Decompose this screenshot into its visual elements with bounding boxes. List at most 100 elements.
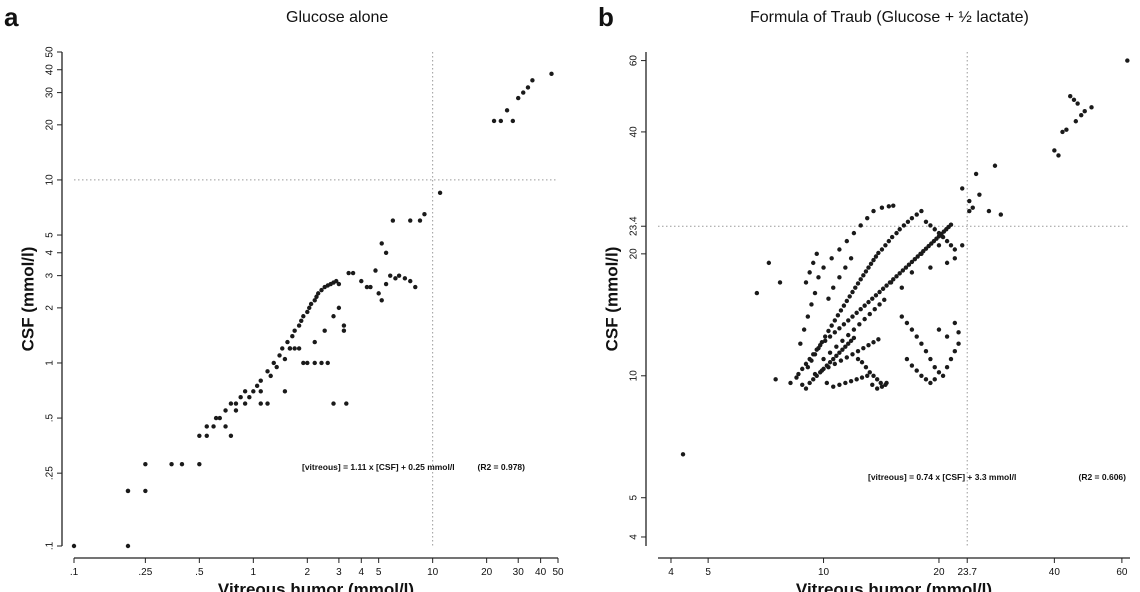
- panel-a-data-point: [408, 278, 413, 284]
- panel-a-data-point: [383, 250, 389, 255]
- panel-b-data-point: [1089, 105, 1094, 110]
- panel-b-data-point: [936, 243, 942, 248]
- panel-a-data-point: [314, 294, 319, 299]
- panel-b-data-point: [811, 352, 816, 357]
- panel-a-y-tick-label: .1: [45, 541, 56, 550]
- panel-b-data-point: [887, 280, 893, 285]
- panel-b-data-point: [1056, 153, 1061, 158]
- panel-b-data-point: [831, 384, 836, 389]
- panel-a-data-point: [223, 424, 228, 429]
- panel-b-data-point: [944, 334, 950, 339]
- panel-b-data-point: [766, 260, 772, 266]
- panel-b-data-point: [866, 265, 871, 270]
- panel-b-data-point: [844, 238, 850, 244]
- panel-b-data-point: [773, 377, 778, 382]
- panel-b-data-point: [1075, 101, 1080, 106]
- panel-b-data-point: [843, 380, 848, 386]
- panel-a-data-point: [319, 360, 324, 366]
- panel-b-data-point: [876, 250, 881, 256]
- panel-b-data-point: [848, 338, 854, 344]
- panel-a-data-point: [282, 389, 288, 394]
- panel-b-data-point: [838, 308, 844, 313]
- panel-b-data-point: [884, 283, 889, 288]
- panel-b-data-point: [850, 352, 855, 357]
- panel-b-data-point: [894, 230, 899, 236]
- panel-a-data-point: [388, 273, 393, 278]
- panel-b-y-axis-title: CSF (mmol/l): [603, 247, 622, 352]
- panel-b-data-point: [906, 262, 912, 267]
- panel-b-data-point: [807, 380, 812, 386]
- panel-b-data-point: [861, 345, 866, 351]
- panel-b-data-point: [855, 348, 861, 354]
- panel-b-data-point: [876, 337, 881, 342]
- panel-a-data-point: [396, 273, 402, 278]
- panel-a-data-point: [344, 401, 349, 406]
- panel-b-data-point: [886, 238, 892, 244]
- panel-a-data-point: [271, 360, 276, 366]
- panel-a-data-point: [268, 373, 273, 379]
- panel-b-data-point: [865, 215, 870, 221]
- panel-b-data-point: [1071, 97, 1077, 103]
- panel-a-data-point: [510, 118, 516, 124]
- panel-b-data-point: [841, 322, 847, 327]
- panel-a-data-point: [336, 305, 342, 311]
- panel-b-data-point: [889, 234, 895, 240]
- panel-b-letter: b: [598, 2, 614, 32]
- panel-a-data-point: [285, 339, 290, 345]
- panel-b-data-point: [936, 370, 942, 375]
- panel-b-data-point: [832, 330, 838, 335]
- panel-b-x-tick-label: 10: [818, 567, 830, 578]
- panel-a-data-point: [379, 298, 384, 303]
- panel-a-x-tick-label: 50: [552, 567, 564, 578]
- panel-b-y-tick-label: 5: [629, 495, 640, 501]
- panel-a-data-point: [125, 488, 131, 494]
- panel-b-y-tick-label: 40: [629, 126, 640, 138]
- panel-b-r2-label: (R2 = 0.606): [1079, 472, 1127, 482]
- panel-b-data-point: [960, 243, 965, 248]
- panel-a-x-tick-label: 40: [535, 567, 547, 578]
- panel-b-data-point: [843, 265, 848, 270]
- panel-a-data-point: [312, 298, 317, 303]
- panel-b-data-point: [932, 227, 937, 232]
- panel-b-data-point: [891, 277, 896, 282]
- panel-b-data-point: [948, 222, 954, 227]
- panel-a-x-tick-label: .1: [70, 567, 79, 578]
- panel-b-data-point: [967, 208, 972, 214]
- panel-b-data-point: [874, 386, 880, 391]
- panel-a-data-point: [169, 461, 174, 467]
- panel-b-data-point: [858, 277, 863, 282]
- panel-b-data-point: [870, 296, 875, 301]
- panel-b-data-point: [807, 270, 812, 275]
- panel-a-y-axis-title: CSF (mmol/l): [19, 247, 38, 352]
- panel-a-data-point: [204, 433, 209, 439]
- panel-a-data-point: [296, 323, 302, 328]
- panel-a-data-point: [346, 270, 351, 276]
- panel-a-data-point: [341, 328, 347, 333]
- panel-a-data-point: [498, 118, 504, 124]
- panel-a-y-tick-label: .25: [45, 466, 56, 480]
- panel-b-data-point: [919, 208, 924, 214]
- panel-a-y-tick-label: 1: [45, 360, 56, 366]
- panel-a-data-point: [265, 401, 270, 406]
- panel-a-x-tick-label: 4: [359, 567, 365, 578]
- panel-a-letter: a: [4, 2, 19, 32]
- panel-b-data-point: [923, 348, 929, 354]
- panel-b-data-point: [919, 341, 924, 346]
- panel-b-data-point: [873, 254, 879, 259]
- panel-b-data-point: [1073, 119, 1079, 124]
- panel-b-data-point: [952, 348, 958, 354]
- panel-b-data-point: [970, 205, 975, 210]
- panel-b-x-axis-title: Vitreous humor (mmol/l): [796, 580, 992, 592]
- panel-b-data-point: [851, 335, 857, 341]
- panel-b-data-point: [1125, 58, 1130, 63]
- panel-b-data-point: [826, 328, 831, 334]
- panel-a-data-point: [197, 433, 202, 439]
- panel-b-data-point: [878, 380, 883, 386]
- panel-b-data-point: [811, 377, 816, 382]
- panel-a-data-point: [350, 270, 356, 276]
- panel-b-data-point: [859, 375, 865, 380]
- panel-a-data-point: [296, 346, 302, 351]
- panel-b-data-point: [928, 223, 933, 228]
- panel-a-x-tick-label: 2: [305, 567, 311, 578]
